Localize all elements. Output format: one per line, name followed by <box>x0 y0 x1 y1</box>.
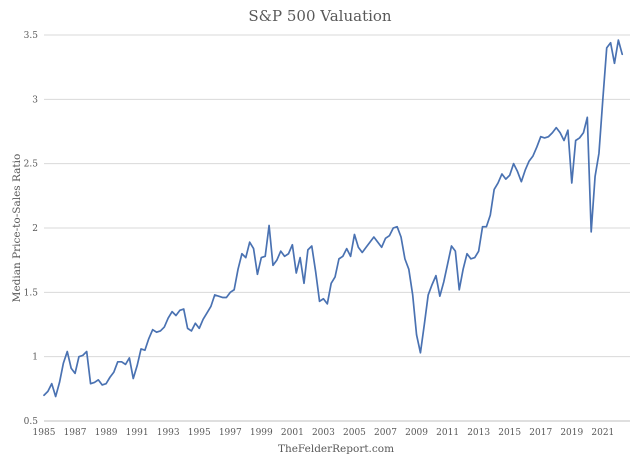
x-tick-label: 1993 <box>157 428 180 438</box>
y-axis-label: Median Price-to-Sales Ratio <box>11 154 23 303</box>
x-tick-label: 2011 <box>436 428 459 438</box>
x-tick-label: 2015 <box>498 428 521 438</box>
x-tick-label: 2007 <box>374 428 397 438</box>
x-tick-label: 1989 <box>95 428 118 438</box>
x-tick-label: 2003 <box>312 428 335 438</box>
series-group <box>43 39 624 398</box>
gridlines <box>44 34 630 422</box>
x-tick-label: 1991 <box>126 428 149 438</box>
y-tick-label: 3 <box>32 95 38 105</box>
x-tick-label: 2019 <box>560 428 583 438</box>
y-tick-label: 2 <box>32 224 38 234</box>
x-tick-label: 2013 <box>467 428 490 438</box>
x-axis-label: TheFelderReport.com <box>278 443 394 455</box>
chart-title: S&P 500 Valuation <box>248 7 392 25</box>
y-tick-label: 1.5 <box>24 288 39 298</box>
x-tick-label: 2017 <box>529 428 552 438</box>
y-tick-label: 0.5 <box>24 417 39 427</box>
x-tick-label: 2005 <box>343 428 366 438</box>
x-tick-label: 1999 <box>250 428 273 438</box>
x-tick-label: 1997 <box>219 428 242 438</box>
x-tick-label: 2021 <box>591 428 614 438</box>
series-line <box>43 39 624 398</box>
x-tick-label: 2009 <box>405 428 428 438</box>
y-tick-label: 3.5 <box>24 31 39 41</box>
x-tick-label: 1987 <box>64 428 87 438</box>
x-tick-label: 2001 <box>281 428 304 438</box>
x-tick-label: 1995 <box>188 428 211 438</box>
y-tick-label: 1 <box>32 353 38 363</box>
x-tick-label: 1985 <box>33 428 56 438</box>
x-axis-ticks: 1985 1987 1989 1991 1993 1995 1997 1999 2001 2003… <box>33 428 615 438</box>
y-axis-ticks: 0.5 1 1.5 2 2.5 3 3.5 <box>24 31 39 427</box>
y-tick-label: 2.5 <box>24 160 39 170</box>
